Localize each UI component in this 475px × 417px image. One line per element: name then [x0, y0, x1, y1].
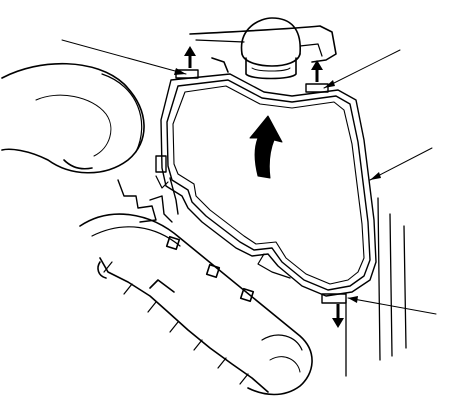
- lower-cylinder: [79, 213, 313, 396]
- up-arrow-icon: [311, 60, 323, 82]
- down-arrow-icon: [332, 304, 344, 328]
- side-rails: [345, 197, 407, 377]
- clip-bottom: [321, 293, 347, 304]
- bracket-left: [117, 155, 179, 223]
- callout-line-4: [347, 297, 437, 315]
- clip-top-right: [305, 83, 329, 93]
- up-arrow-icon: [184, 46, 196, 68]
- round-housing-left: [1, 62, 145, 174]
- callout-leaders: [61, 39, 437, 315]
- callout-arrowheads: [174, 68, 381, 303]
- callout-line-3: [369, 147, 433, 181]
- panel-clips: [175, 69, 347, 304]
- curved-up-arrow-icon: [249, 115, 283, 179]
- callout-line-2: [323, 49, 401, 89]
- callout-line-1: [61, 39, 187, 75]
- top-canister: [189, 17, 337, 80]
- panel-outline: [155, 73, 377, 297]
